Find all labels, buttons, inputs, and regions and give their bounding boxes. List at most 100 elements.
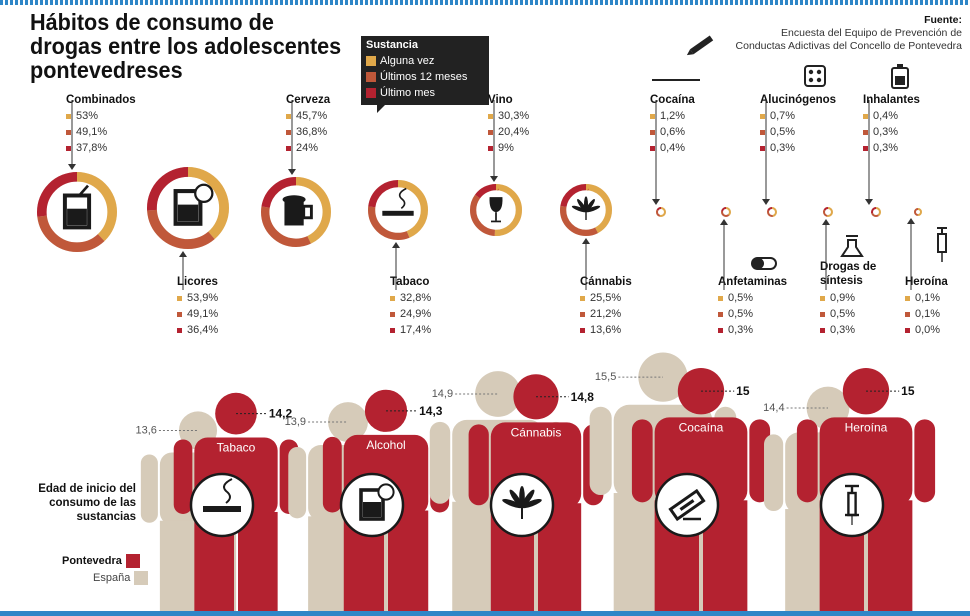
donut-segment-3 [37, 171, 118, 253]
espana-age-value: 14,4 [763, 402, 784, 414]
substance-label-drogas-de-sintesis: Drogas de síntesis 0,9% 0,5% 0,3% [820, 261, 877, 336]
figure-left-arm [140, 454, 158, 523]
donut-alucinogenos [767, 207, 777, 217]
figure-left-leg [308, 516, 346, 612]
espana-age-value: 13,9 [285, 416, 306, 428]
donut-segment-2 [871, 207, 881, 217]
donut-segment-3 [823, 207, 833, 217]
donut-charts [36, 166, 922, 253]
legend-item-ultimo-mes: Último mes [366, 85, 484, 101]
figure-left-leg [613, 493, 661, 612]
legend-espana: España [93, 571, 149, 585]
donut-cannabis [559, 183, 612, 237]
connector-arrow [762, 199, 770, 205]
donut-anfetaminas [721, 207, 731, 217]
figure-left-arm [764, 434, 784, 512]
donut-center [376, 188, 420, 232]
donut-segment-3 [368, 179, 429, 240]
donut-segment-3 [767, 207, 777, 217]
age-figure-group-cannabis: 14,9 14,8 Cánnabis [429, 371, 604, 612]
donut-segment-2 [469, 184, 522, 237]
donut-segment-2 [767, 207, 777, 217]
cigarette-icon [203, 478, 241, 512]
syringe-icon [937, 227, 947, 262]
age-figure-group-cocaina: 15,5 15 Cocaína [589, 352, 771, 612]
donut-segment-3 [146, 166, 230, 250]
substance-label-inhalantes: Inhalantes 0,4% 0,3% 0,3% [863, 94, 920, 154]
pontevedra-age-value: 14,2 [269, 407, 293, 421]
category-label: Tabaco [217, 440, 256, 454]
spray-can-icon [891, 64, 909, 89]
cannabis-leaf-icon [571, 196, 601, 221]
connector-arrow [582, 238, 590, 244]
figure-left-arm [589, 406, 612, 496]
figure-left-arm [468, 424, 489, 506]
donut-cerveza [260, 176, 332, 247]
category-label: Heroína [845, 420, 888, 434]
donut-heroina [914, 208, 922, 216]
legend-pontevedra: Pontevedra [62, 554, 140, 568]
icon-disc [189, 472, 255, 538]
donut-segment-2 [721, 207, 731, 217]
donut-segment-3 [656, 207, 666, 217]
substance-label-cannabis: Cánnabis 25,5% 21,2% 13,6% [580, 276, 632, 336]
bottom-stripe [0, 611, 970, 616]
substance-label-vino: Vino 30,3% 20,4% 9% [488, 94, 530, 154]
donut-combinados [36, 171, 118, 253]
cannabis-leaf-icon [502, 486, 542, 519]
pontevedra-age-value: 14,3 [419, 404, 443, 418]
connector-arrow [907, 218, 915, 224]
figure-left-leg [785, 509, 826, 612]
connector-arrow [288, 169, 296, 175]
donut-segment-3 [871, 207, 881, 217]
pill-capsule-icon [751, 257, 777, 270]
pontevedra-age-value: 14,8 [571, 390, 595, 404]
figure-left-leg [452, 501, 496, 612]
connector-arrow [652, 199, 660, 205]
category-label: Cánnabis [511, 425, 562, 439]
razor-blade-icon [668, 488, 706, 522]
pontevedra-age-value: 15 [736, 384, 750, 398]
legend-item-ultimos-12-meses: Últimos 12 meses [366, 69, 484, 85]
donut-segment-2 [914, 208, 922, 216]
small-substance-icons [652, 35, 947, 270]
substance-label-combinados: Combinados 53% 49,1% 37,8% [66, 94, 136, 154]
liquor-glass-icon [359, 483, 395, 521]
substance-label-heroina: Heroína 0,1% 0,1% 0,0% [905, 276, 948, 336]
figure-left-leg [159, 520, 196, 612]
donut-segment-2 [37, 171, 118, 253]
substance-label-tabaco: Tabaco 32,8% 24,9% 17,4% [390, 276, 432, 336]
syringe-icon [845, 484, 859, 525]
razor-blade-icon [686, 35, 714, 56]
figure-left-arm [288, 446, 307, 519]
cigarette-icon [382, 187, 414, 216]
wine-glass-icon [489, 197, 503, 223]
top-stripe [0, 0, 970, 5]
frequency-legend: Sustancia Alguna vez Últimos 12 meses Úl… [361, 36, 489, 113]
espana-age-value: 14,9 [432, 388, 453, 400]
age-figure-group-tabaco: 13,6 14,2 Tabaco [136, 392, 299, 612]
category-label: Cocaína [679, 420, 724, 434]
donut-segment-2 [656, 207, 666, 217]
connector-arrow [822, 219, 830, 225]
infographic-title: Hábitos de consumo de drogas entre los a… [30, 9, 342, 83]
cocktail-glass-icon [62, 184, 92, 230]
figure-left-arm [173, 439, 193, 514]
donut-segment-2 [368, 179, 429, 240]
donut-segment-3 [260, 176, 331, 247]
source-label: Fuente: [924, 14, 962, 26]
substance-label-cocaina: Cocaína 1,2% 0,6% 0,4% [650, 94, 695, 154]
age-figures: 13,6 14,2 Tabaco 13,9 14,3 Alcohol 14,9 14,8 Cán… [136, 352, 936, 612]
substance-label-anfetaminas: Anfetaminas 0,5% 0,5% 0,3% [718, 276, 788, 336]
donut-drogas-de-sintesis [823, 207, 833, 217]
donut-segment-2 [559, 184, 612, 237]
substance-label-licores: Licores 53,9% 49,1% 36,4% [177, 276, 219, 336]
category-label: Alcohol [366, 438, 405, 452]
legend-item-alguna-vez: Alguna vez [366, 53, 484, 69]
donut-inhalantes [871, 207, 881, 217]
figure-right-leg [238, 511, 278, 612]
donut-segment-2 [823, 207, 833, 217]
donut-cocaina [656, 207, 666, 217]
donut-segment-2 [260, 176, 331, 247]
